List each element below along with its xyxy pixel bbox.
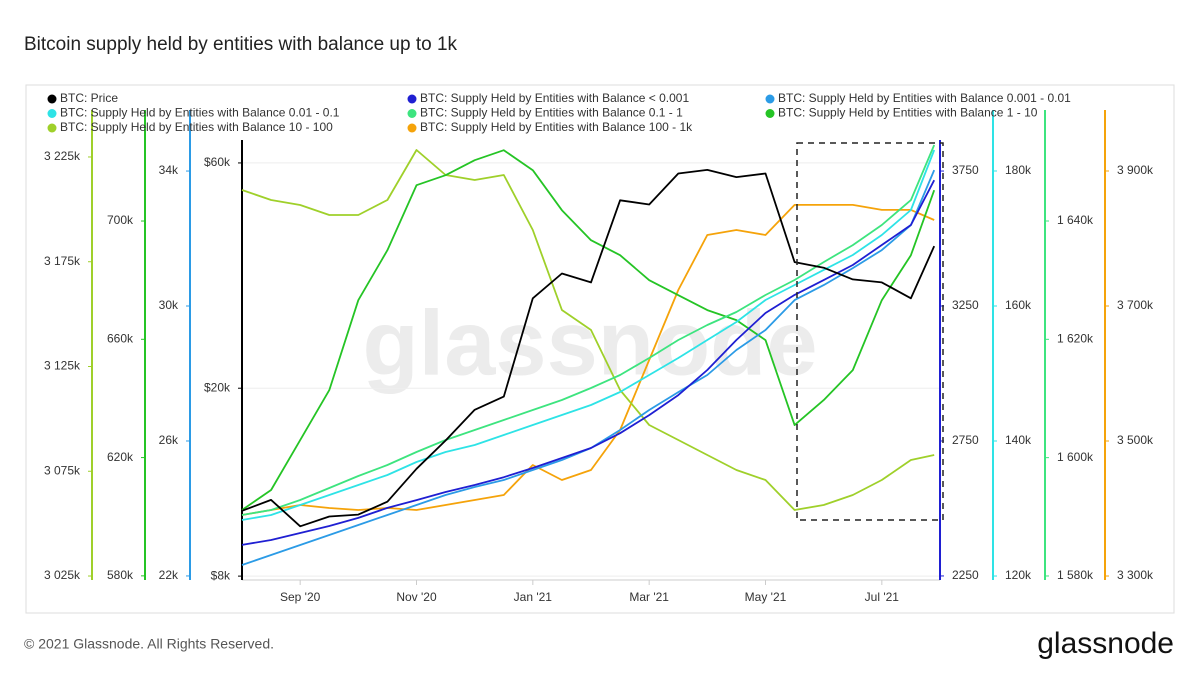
legend-marker (765, 109, 775, 118)
legend-label: BTC: Supply Held by Entities with Balanc… (778, 91, 1071, 105)
highlight-box (796, 142, 944, 521)
series-line (241, 169, 936, 528)
y-tick-label: 160k (1005, 298, 1032, 312)
y-tick-label: 3 900k (1117, 163, 1154, 177)
legend-marker (47, 109, 57, 118)
y-tick-label: 3 025k (44, 568, 81, 582)
x-tick-label: Nov '20 (396, 590, 437, 604)
y-tick-label: 22k (159, 568, 179, 582)
y-tick-label: $60k (204, 155, 231, 169)
y-tick-label: 3 225k (44, 149, 81, 163)
y-tick-label: 620k (107, 450, 134, 464)
series-line (241, 149, 935, 511)
y-tick-label: 700k (107, 213, 134, 227)
y-tick-label: 580k (107, 568, 134, 582)
legend-marker (407, 109, 417, 118)
y-tick-label: $20k (204, 380, 231, 394)
series-line (241, 204, 935, 516)
chart-title: Bitcoin supply held by entities with bal… (24, 34, 458, 55)
y-tick-label: 2750 (952, 433, 979, 447)
y-tick-label: 3 125k (44, 359, 81, 373)
y-tick-label: 3250 (952, 298, 979, 312)
y-tick-label: 34k (159, 163, 179, 177)
legend-label: BTC: Supply Held by Entities with Balanc… (778, 106, 1038, 120)
legend-label: BTC: Supply Held by Entities with Balanc… (420, 106, 683, 120)
legend-marker (765, 94, 775, 104)
x-tick-label: May '21 (745, 590, 787, 604)
y-tick-label: $8k (211, 568, 231, 582)
y-tick-label: 3 300k (1117, 568, 1154, 582)
legend-marker (47, 123, 57, 133)
legend-marker (47, 94, 57, 104)
chart-frame (25, 84, 1175, 614)
legend-label: BTC: Price (60, 91, 118, 105)
y-tick-label: 30k (159, 298, 179, 312)
y-tick-label: 1 600k (1057, 450, 1094, 464)
y-tick-label: 3 500k (1117, 433, 1154, 447)
watermark: glassnode (362, 292, 817, 394)
y-tick-label: 140k (1005, 433, 1032, 447)
series-line (241, 179, 935, 546)
y-tick-label: 1 640k (1057, 213, 1094, 227)
y-tick-label: 3 175k (44, 254, 81, 268)
x-tick-label: Sep '20 (280, 590, 321, 604)
series-line (241, 149, 936, 511)
y-tick-label: 1 620k (1057, 331, 1094, 345)
y-tick-label: 120k (1005, 568, 1032, 582)
legend-label: BTC: Supply Held by Entities with Balanc… (420, 91, 689, 105)
y-tick-label: 3750 (952, 163, 979, 177)
x-tick-label: Mar '21 (629, 590, 669, 604)
y-tick-label: 3 075k (44, 463, 81, 477)
y-tick-label: 3 700k (1117, 298, 1154, 312)
series-line (241, 144, 936, 516)
plot: Sep '20 Nov '20 Jan '21 Mar '21 May '21 Jul '… (44, 110, 1154, 604)
y-tick-label: 660k (107, 331, 134, 345)
series-line (241, 149, 936, 521)
y-tick-label: 1 580k (1057, 568, 1094, 582)
x-tick-label: Jul '21 (865, 590, 900, 604)
logo: glassnode (1037, 627, 1174, 660)
footer: © 2021 Glassnode. All Rights Reserved. (24, 636, 274, 652)
y-tick-label: 26k (159, 433, 179, 447)
legend-label: BTC: Supply Held by Entities with Balanc… (60, 120, 333, 134)
legend-marker (407, 123, 417, 133)
legend-marker (407, 94, 417, 104)
x-tick-label: Jan '21 (514, 590, 553, 604)
y-tick-label: 2250 (952, 568, 979, 582)
y-tick-label: 180k (1005, 163, 1032, 177)
legend-label: BTC: Supply Held by Entities with Balanc… (420, 120, 693, 134)
legend-label: BTC: Supply Held by Entities with Balanc… (60, 106, 340, 120)
